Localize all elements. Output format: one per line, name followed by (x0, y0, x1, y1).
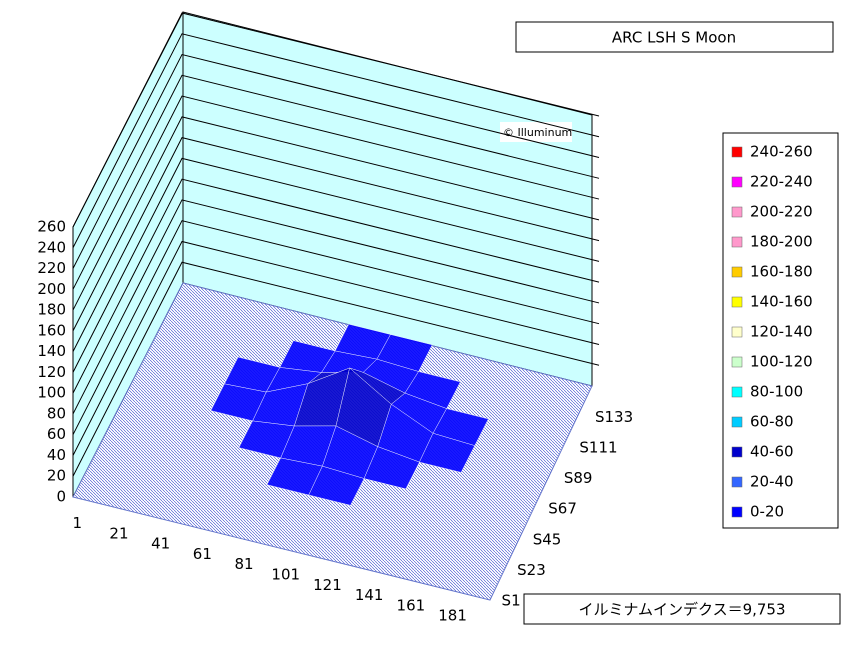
x-tick-label: 161 (397, 596, 426, 614)
y-tick-label: S111 (579, 439, 617, 457)
grid-line (72, 157, 600, 373)
grid-line (72, 261, 600, 477)
z-tick-label: 40 (47, 446, 66, 464)
y-tick-label: S1 (502, 591, 521, 609)
legend-label: 0-20 (750, 503, 784, 521)
z-tick-label: 260 (37, 218, 66, 236)
surface-cell (363, 446, 420, 490)
y-tick-label: S89 (564, 469, 593, 487)
legend-swatch (731, 176, 743, 188)
grid-line (72, 53, 600, 269)
legend-label: 40-60 (750, 443, 794, 461)
legend-label: 160-180 (750, 263, 813, 281)
annotation-box (500, 122, 572, 142)
x-tick-label: 21 (109, 524, 128, 542)
y-tick-label: S133 (595, 408, 633, 426)
legend-swatch (731, 146, 743, 158)
legend-swatch (731, 476, 743, 488)
legend-label: 240-260 (750, 143, 813, 161)
legend-swatch (731, 416, 743, 428)
surface-cell (419, 433, 476, 473)
legend-swatch (731, 386, 743, 398)
legend-label: 20-40 (750, 473, 794, 491)
grid-line (72, 240, 600, 456)
legend-swatch (731, 326, 743, 338)
y-tick-label: S45 (533, 530, 562, 548)
index-box (523, 593, 841, 625)
z-tick-label: 120 (37, 363, 66, 381)
z-tick-label: 0 (56, 488, 66, 506)
grid-line (72, 74, 600, 290)
x-tick-label: 61 (193, 545, 212, 563)
z-tick-label: 220 (37, 259, 66, 277)
x-tick-label: 41 (151, 535, 170, 553)
chart-title: ARC LSH S Moon (612, 29, 736, 47)
grid-line (72, 199, 600, 415)
grid-line (72, 116, 600, 332)
grid-line (72, 137, 600, 352)
legend-label: 140-160 (750, 293, 813, 311)
legend-label: 220-240 (750, 173, 813, 191)
x-tick-label: 1 (72, 514, 82, 532)
z-tick-label: 60 (47, 425, 66, 443)
grid-line (72, 12, 600, 228)
z-tick-label: 100 (37, 384, 66, 402)
x-tick-label: 141 (355, 586, 384, 604)
x-tick-label: 81 (235, 555, 254, 573)
x-tick-label: 121 (313, 576, 342, 594)
legend-swatch (731, 236, 743, 248)
grid-line (72, 95, 600, 311)
title-box (515, 21, 834, 53)
legend-swatch (731, 206, 743, 218)
legend-label: 80-100 (750, 383, 803, 401)
annotation: © Illuminum (503, 126, 572, 139)
legend-label: 200-220 (750, 203, 813, 221)
legend-swatch (731, 266, 743, 278)
z-tick-label: 200 (37, 280, 66, 298)
surface-cell (308, 465, 365, 506)
legend-swatch (731, 296, 743, 308)
legend-label: 100-120 (750, 353, 813, 371)
legend-label: 120-140 (750, 323, 813, 341)
grid-line (72, 220, 600, 435)
grid-line (72, 33, 600, 248)
z-tick-label: 240 (37, 238, 66, 256)
z-tick-label: 80 (47, 404, 66, 422)
grid-line (72, 178, 600, 394)
legend-swatch (731, 356, 743, 368)
x-tick-label: 101 (271, 566, 300, 584)
z-tick-label: 160 (37, 321, 66, 339)
z-tick-label: 180 (37, 301, 66, 319)
index-text: イルミナムインデクス＝9,753 (578, 601, 785, 619)
y-tick-label: S23 (517, 561, 546, 579)
legend-label: 180-200 (750, 233, 813, 251)
legend-label: 60-80 (750, 413, 794, 431)
z-tick-label: 20 (47, 467, 66, 485)
y-tick-label: S67 (548, 500, 577, 518)
z-tick-label: 140 (37, 342, 66, 360)
legend-swatch (731, 506, 743, 518)
x-tick-label: 181 (438, 607, 467, 625)
legend-swatch (731, 446, 743, 458)
